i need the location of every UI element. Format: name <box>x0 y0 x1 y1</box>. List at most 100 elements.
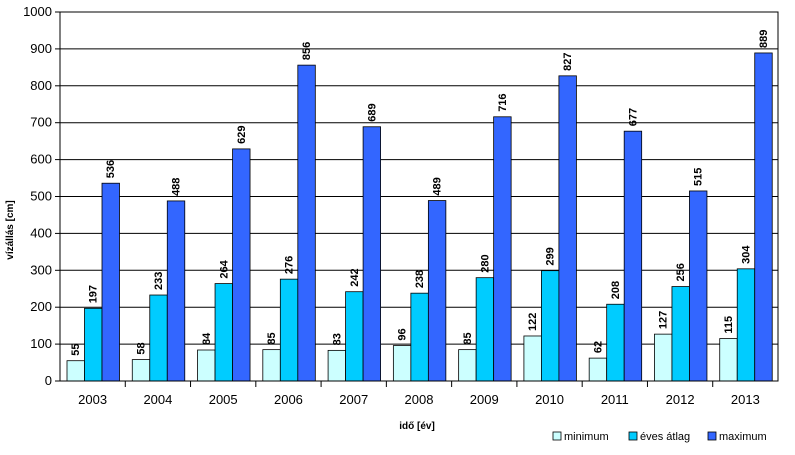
bar-maximum-2004 <box>166 200 186 382</box>
legend-label: minimum <box>564 431 609 443</box>
x-tick-label: 2008 <box>405 392 434 407</box>
data-label: 96 <box>397 328 409 340</box>
data-label: 122 <box>527 313 539 331</box>
data-label: 208 <box>610 281 622 299</box>
bar-maximum-2003 <box>101 182 120 382</box>
data-label: 85 <box>462 332 474 344</box>
y-tick-label: 900 <box>30 41 52 56</box>
data-label: 716 <box>497 93 509 111</box>
y-tick-label: 100 <box>30 336 52 351</box>
x-tick-label: 2013 <box>731 392 760 407</box>
bar-éves-átlag-2012 <box>671 286 690 382</box>
legend-swatch-maximum <box>707 431 717 441</box>
data-label: 127 <box>658 311 670 329</box>
y-tick-label: 500 <box>30 189 52 204</box>
legend-swatch-éves-átlag <box>628 431 638 441</box>
data-label: 489 <box>432 177 444 195</box>
x-axis-title: idő [év] <box>399 421 435 432</box>
y-tick-labels: 0 100 200 300 400 500 600 700 800 900 1000 <box>23 4 52 388</box>
data-label: 242 <box>349 268 361 286</box>
data-label: 280 <box>479 254 491 272</box>
x-tick-labels: 2003 2004 2005 2006 2007 2008 2009 2010 2011 2012… <box>78 392 760 407</box>
legend-swatch-minimum <box>552 431 562 441</box>
axes <box>55 11 779 387</box>
y-tick-label: 0 <box>45 373 52 388</box>
bar-maximum-2006 <box>297 64 316 382</box>
bar-minimum-2012 <box>654 333 673 382</box>
bar-maximum-2010 <box>558 75 577 382</box>
bar-minimum-2003 <box>66 360 85 382</box>
data-label: 299 <box>545 247 557 265</box>
data-label: 55 <box>70 343 82 355</box>
y-tick-label: 700 <box>30 115 52 130</box>
data-label: 276 <box>284 256 296 274</box>
x-tick-label: 2012 <box>666 392 695 407</box>
data-label: 677 <box>627 108 639 126</box>
data-label: 62 <box>592 341 604 353</box>
bar-minimum-2009 <box>458 349 477 382</box>
bar-maximum-2012 <box>689 190 708 382</box>
data-label: 536 <box>105 160 117 178</box>
data-labels: 55 197 536 58 233 488 84 264 629 85 276 856 83 242 689… <box>70 30 770 356</box>
bar-maximum-2007 <box>362 126 381 382</box>
legend: minimum éves átlag maximum <box>552 431 767 443</box>
bar-minimum-2005 <box>197 349 216 382</box>
y-tick-label: 300 <box>30 262 52 277</box>
data-label: 827 <box>562 52 574 70</box>
bar-éves-átlag-2013 <box>736 268 756 382</box>
bar-éves-átlag-2007 <box>345 291 364 382</box>
x-tick-label: 2009 <box>470 392 499 407</box>
x-tick-label: 2011 <box>601 392 629 407</box>
bar-maximum-2013 <box>754 52 773 382</box>
data-label: 856 <box>301 42 313 60</box>
x-tick-label: 2004 <box>143 392 172 407</box>
data-label: 238 <box>414 270 426 288</box>
data-label: 83 <box>331 333 343 345</box>
data-label: 233 <box>153 272 165 290</box>
data-label: 515 <box>693 168 705 186</box>
y-tick-label: 1000 <box>23 4 52 19</box>
bar-éves-átlag-2011 <box>606 303 625 382</box>
bar-minimum-2010 <box>523 335 542 382</box>
data-label: 304 <box>740 245 752 264</box>
data-label: 488 <box>171 178 183 196</box>
bar-maximum-2011 <box>623 130 643 382</box>
bar-éves-átlag-2005 <box>214 283 233 382</box>
y-tick-label: 400 <box>30 225 52 240</box>
bar-éves-átlag-2006 <box>279 278 299 382</box>
data-label: 264 <box>218 259 230 278</box>
bar-éves-átlag-2010 <box>541 270 560 382</box>
bar-minimum-2008 <box>392 345 412 382</box>
y-axis-title: vízállás [cm] <box>5 200 16 259</box>
data-label: 115 <box>723 316 735 334</box>
bar-maximum-2009 <box>493 116 512 382</box>
x-tick-label: 2010 <box>535 392 564 407</box>
bar-maximum-2005 <box>232 148 251 382</box>
bars <box>66 52 773 382</box>
bar-minimum-2013 <box>719 338 738 382</box>
x-tick-label: 2006 <box>274 392 303 407</box>
x-tick-label: 2003 <box>78 392 107 407</box>
x-tick-label: 2005 <box>209 392 238 407</box>
data-label: 58 <box>136 342 148 354</box>
data-label: 889 <box>758 30 770 48</box>
bar-éves-átlag-2009 <box>475 277 495 382</box>
bar-éves-átlag-2008 <box>410 292 429 382</box>
data-label: 197 <box>88 285 100 303</box>
y-tick-label: 200 <box>30 299 52 314</box>
data-label: 84 <box>201 332 213 345</box>
data-label: 256 <box>675 263 687 281</box>
y-tick-label: 800 <box>30 78 52 93</box>
bar-minimum-2004 <box>131 359 151 382</box>
bar-minimum-2006 <box>262 349 281 382</box>
x-tick-label: 2007 <box>339 392 368 407</box>
bar-éves-átlag-2004 <box>149 294 168 382</box>
legend-label: maximum <box>719 431 767 443</box>
y-tick-label: 600 <box>30 152 52 167</box>
bar-maximum-2008 <box>427 200 447 382</box>
data-label: 689 <box>366 103 378 121</box>
bar-minimum-2011 <box>588 357 608 382</box>
bar-éves-átlag-2003 <box>84 307 103 382</box>
bar-minimum-2007 <box>327 349 346 382</box>
